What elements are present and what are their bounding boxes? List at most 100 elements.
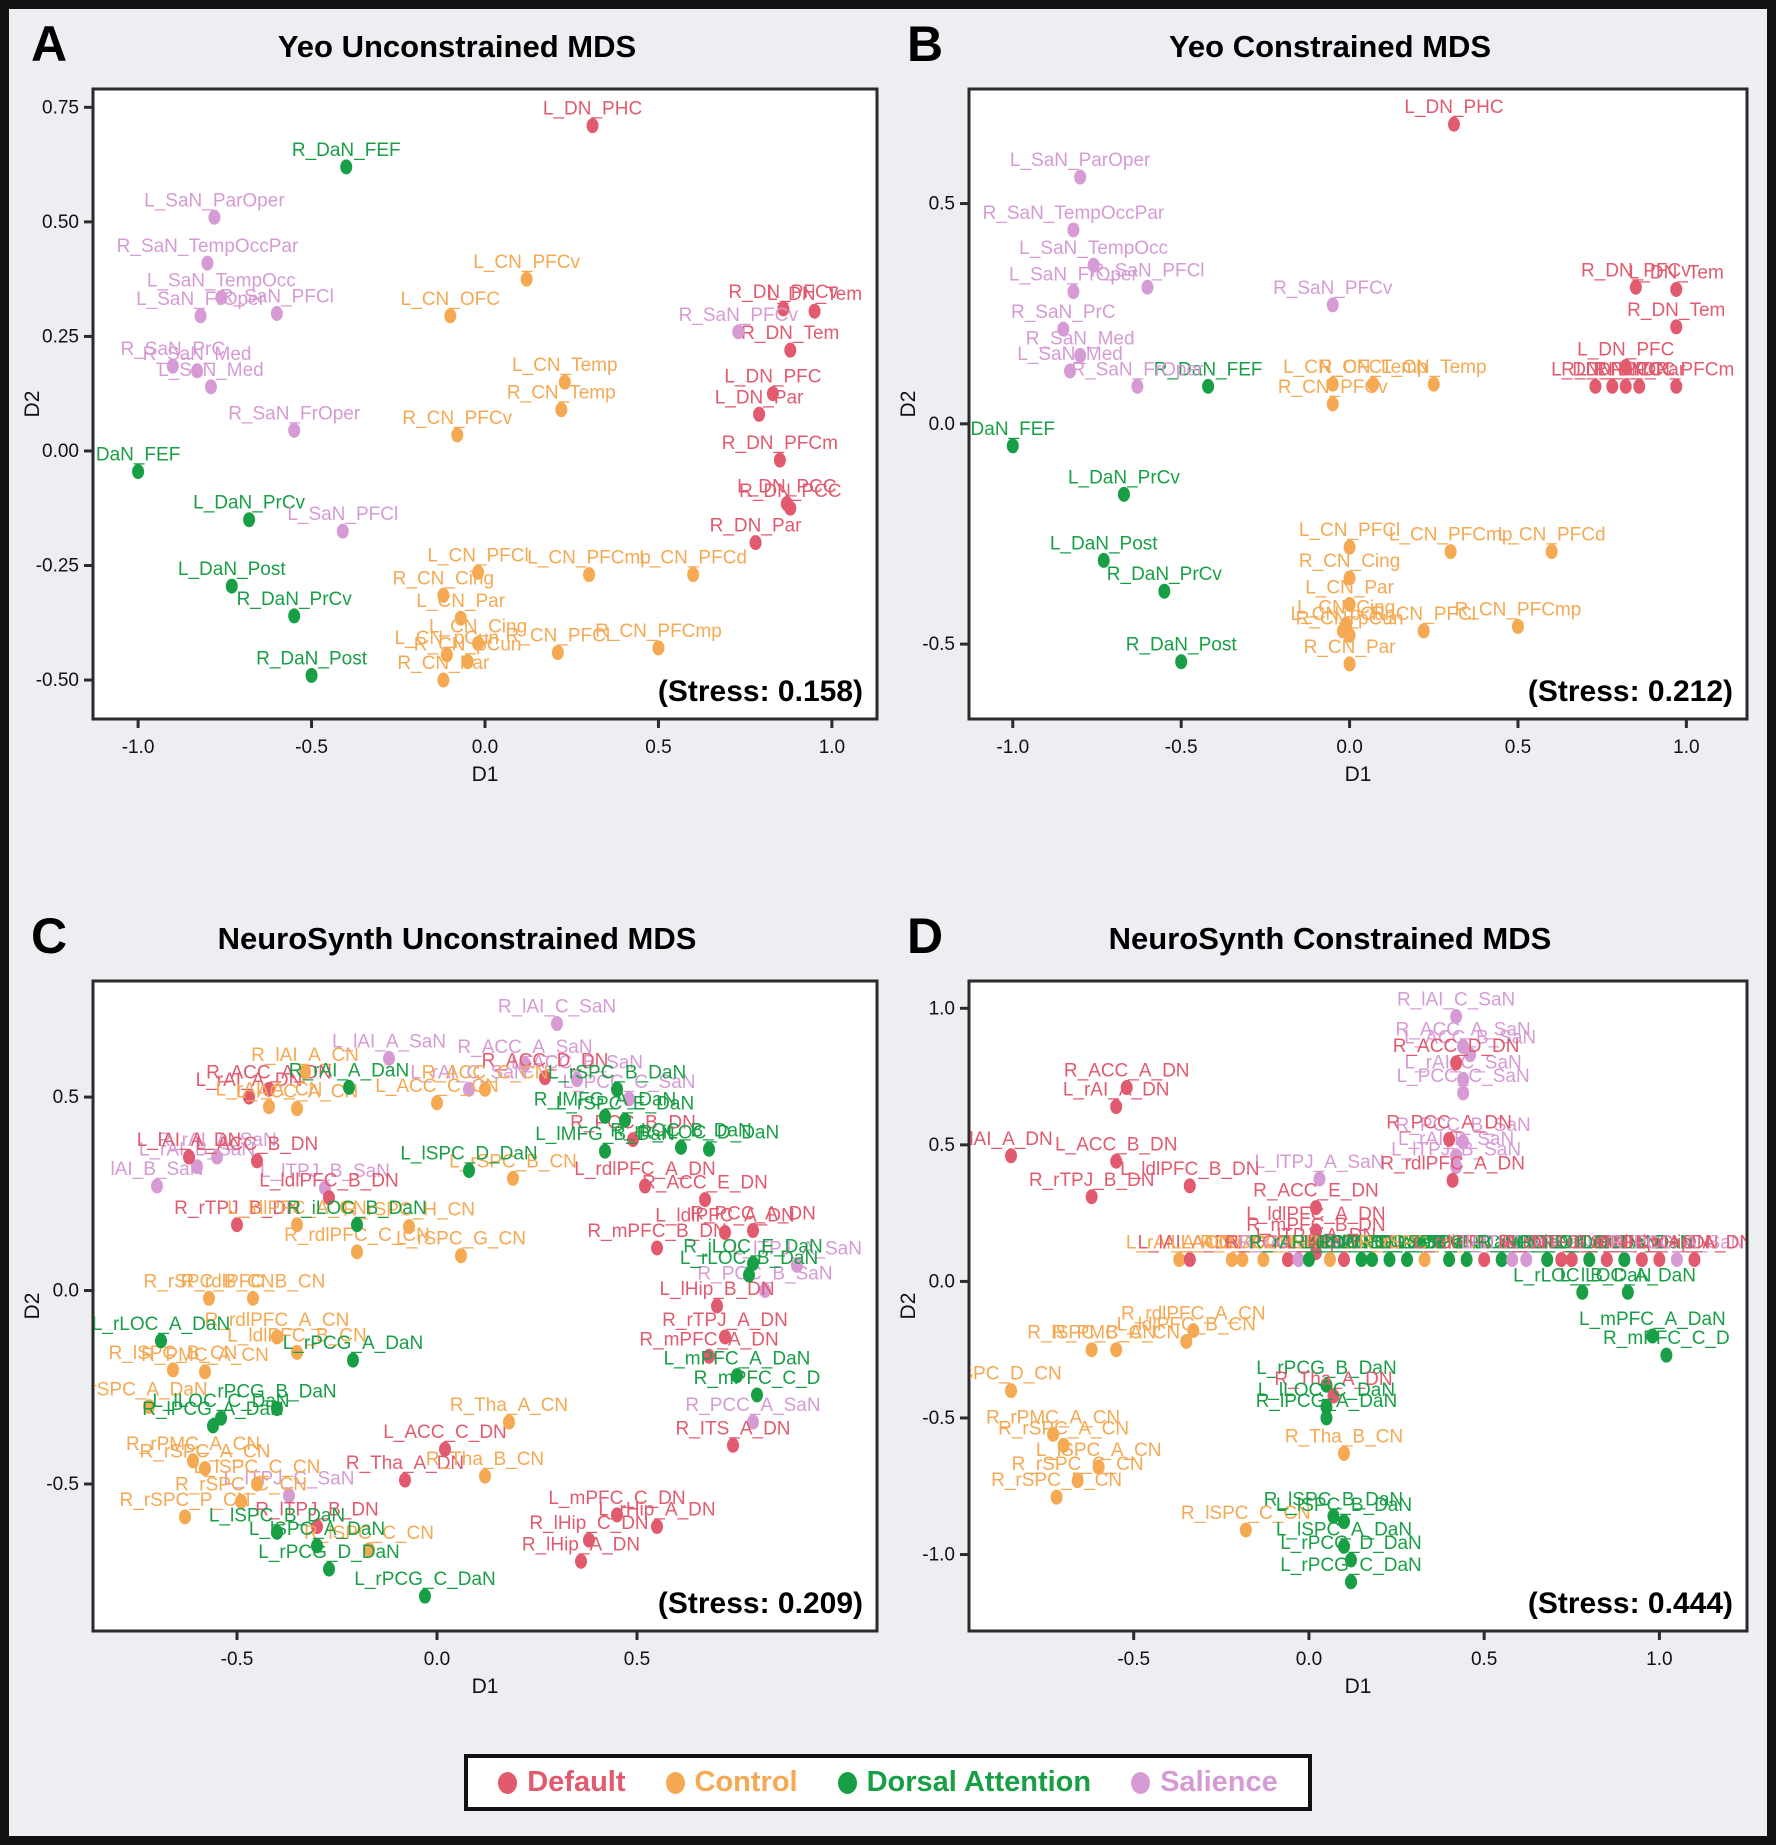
point-label: R_DN_PFCv (728, 282, 838, 303)
point-label: R_iLOC_E_DaN (1520, 1233, 1659, 1254)
data-point (1057, 321, 1070, 337)
point-label: L_lTPJ_B_SaN (1391, 1140, 1521, 1161)
data-point (1427, 376, 1440, 392)
point-label: R_CN_Par (397, 653, 490, 674)
point-label: L_CN_OFC (1283, 357, 1382, 378)
data-point (1383, 1252, 1396, 1268)
point-label: L_SaN_Med (158, 360, 264, 381)
control-dot-icon (665, 1771, 685, 1794)
y-tick-label: 0.00 (42, 441, 79, 462)
point-label: L_rSPC_E_DaN (1397, 1233, 1535, 1254)
data-point (1464, 1047, 1477, 1063)
data-point (571, 1072, 583, 1088)
data-point (201, 255, 214, 271)
data-point (215, 289, 228, 305)
data-point (1589, 378, 1602, 394)
point-label: L_mPFC_A_DaN (1579, 1309, 1726, 1330)
data-point (203, 1290, 215, 1306)
point-label: L_lSPC_A_DaN (249, 1519, 385, 1540)
data-point (731, 1368, 743, 1384)
point-label: R_CN_pCun (414, 635, 522, 656)
point-label: L_CN_PFCl (1299, 520, 1400, 541)
data-point (191, 1159, 203, 1175)
point-label: R_lPCG_A_DaN (142, 1399, 284, 1420)
point-label: R_SaN_PFCl (1090, 260, 1204, 281)
data-point (1175, 654, 1188, 670)
data-point (1670, 378, 1683, 394)
point-label: R_lSPC_C_CN (304, 1523, 434, 1544)
data-point (151, 1178, 163, 1194)
data-point (503, 1414, 515, 1430)
point-label: R_mPFC_C_D (1603, 1328, 1730, 1349)
data-point (1071, 1473, 1084, 1489)
point-label: DaN_FEF (96, 445, 180, 466)
point-label: L_lMFG_B_DaN (1337, 1233, 1476, 1254)
data-point (1450, 1055, 1463, 1071)
panel-title: Yeo Constrained MDS (1168, 29, 1492, 64)
data-point (1067, 222, 1080, 238)
y-tick-label: 0.25 (42, 326, 79, 347)
data-point (1418, 1252, 1431, 1268)
data-point (1057, 1437, 1070, 1453)
x-tick-label: 0.0 (1336, 737, 1362, 758)
point-label: R_SaN_TempOccPar (983, 203, 1165, 224)
point-label: L_rHip_A_DN (598, 1500, 715, 1521)
data-point (1343, 627, 1356, 643)
point-label: R_lTPJ_B_DN (255, 1500, 379, 1521)
point-label: R_SaN_PFCv (1273, 278, 1393, 299)
point-label: L_PCC_C_SaN (1397, 1066, 1530, 1087)
data-point (1309, 1200, 1322, 1216)
data-point (1050, 1489, 1063, 1505)
x-axis-label: D1 (472, 763, 499, 786)
point-label: R_iLOC_B_DaN (1292, 1233, 1431, 1254)
data-point (143, 1399, 155, 1415)
data-point (1576, 1284, 1589, 1300)
point-label: R_rSPC_P_CN (120, 1490, 251, 1511)
point-label: R_rSPC_H_CN (1359, 1233, 1491, 1254)
x-tick-label: 0.5 (645, 737, 671, 758)
point-label: L_rSPC_B_DaN (1380, 1233, 1518, 1254)
point-label: L_rAI_A_DN (1063, 1080, 1170, 1101)
point-label: R_rSPC_H_CN (343, 1200, 475, 1221)
data-point (179, 1509, 191, 1525)
data-point (1541, 1252, 1554, 1268)
legend-label: Default (527, 1766, 626, 1798)
data-point (1292, 1252, 1305, 1268)
point-label: R_DaN_PrCv (237, 589, 353, 610)
data-point (455, 1248, 467, 1264)
data-point (751, 1387, 763, 1403)
data-point (1344, 1552, 1357, 1568)
point-label: R_DN_Tem (741, 323, 839, 344)
point-label: L_rPCG_D_DaN (1280, 1533, 1422, 1554)
data-point (1236, 1252, 1249, 1268)
data-point (454, 610, 467, 626)
data-point (437, 587, 450, 603)
data-point (1074, 169, 1087, 185)
data-point (1158, 583, 1171, 599)
data-point (288, 608, 301, 624)
point-label: R_DaN_FEF (1154, 359, 1263, 380)
point-label: R_SaN_PFCv (679, 305, 799, 326)
data-point (1646, 1328, 1659, 1344)
data-point (732, 324, 745, 340)
point-label: R_rTPJ_A_DN (662, 1310, 788, 1331)
data-point (472, 635, 485, 651)
data-point (1447, 116, 1460, 132)
point-label: L_lSPC_C_CN (194, 1457, 321, 1478)
x-axis-label: D1 (1345, 763, 1372, 786)
point-label: R_rSPC_B_CN (144, 1271, 275, 1292)
point-label: R_DN_PCC (1561, 359, 1663, 380)
data-point (199, 1461, 211, 1476)
point-label: L_lHip_B_DN (1286, 1233, 1401, 1254)
y-tick-label: 0.0 (929, 1271, 955, 1292)
data-point (419, 1588, 431, 1604)
point-label: R_mPFC_B_DN (587, 1221, 726, 1242)
data-point (225, 578, 238, 594)
x-tick-label: -0.5 (1117, 1649, 1150, 1670)
data-point (586, 118, 599, 134)
data-point (323, 1190, 335, 1206)
point-label: R_DN_PCC (739, 481, 841, 502)
point-label: R_lSPC_B_CN (109, 1343, 238, 1364)
data-point (1110, 1153, 1123, 1169)
data-point (1417, 623, 1430, 639)
